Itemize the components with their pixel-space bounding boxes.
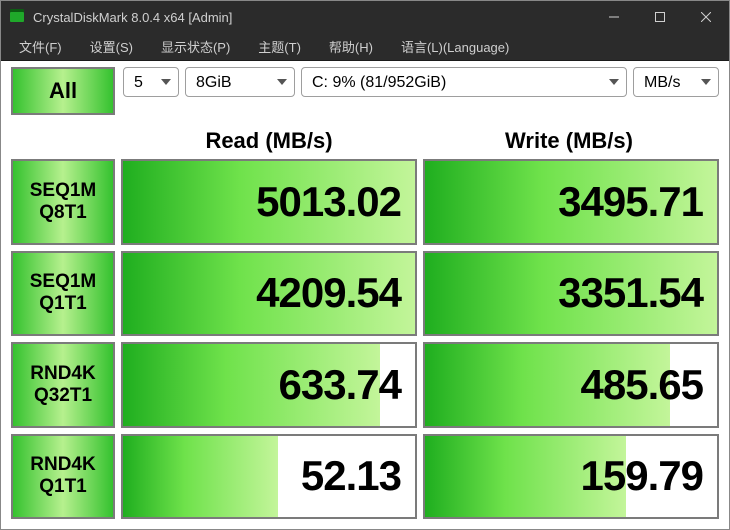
run-test-button-3[interactable]: RND4KQ1T1: [11, 434, 115, 520]
column-headers: Read (MB/s) Write (MB/s): [11, 123, 719, 159]
test-count-select[interactable]: 5: [123, 67, 179, 97]
read-value: 52.13: [301, 452, 401, 500]
read-value: 5013.02: [256, 178, 401, 226]
run-test-button-1[interactable]: SEQ1MQ1T1: [11, 251, 115, 337]
close-button[interactable]: [683, 1, 729, 33]
test-label-line2: Q8T1: [39, 202, 87, 224]
read-cell: 633.74: [121, 342, 417, 428]
test-label-line2: Q1T1: [39, 293, 87, 315]
minimize-button[interactable]: [591, 1, 637, 33]
result-row: RND4KQ1T1 52.13 159.79: [11, 434, 719, 520]
menu-help[interactable]: 帮助(H): [315, 33, 387, 60]
menu-settings[interactable]: 设置(S): [76, 33, 147, 60]
read-cell: 52.13: [121, 434, 417, 520]
write-cell: 485.65: [423, 342, 719, 428]
run-test-button-2[interactable]: RND4KQ32T1: [11, 342, 115, 428]
write-value: 159.79: [581, 452, 703, 500]
read-cell: 4209.54: [121, 251, 417, 337]
maximize-button[interactable]: [637, 1, 683, 33]
test-size-select[interactable]: 8GiB: [185, 67, 295, 97]
titlebar[interactable]: CrystalDiskMark 8.0.4 x64 [Admin]: [1, 1, 729, 33]
menu-display[interactable]: 显示状态(P): [147, 33, 244, 60]
content-area: All 5 8GiB C: 9% (81/952GiB) MB/s Read (…: [1, 61, 729, 529]
run-test-button-0[interactable]: SEQ1MQ8T1: [11, 159, 115, 245]
drive-select[interactable]: C: 9% (81/952GiB): [301, 67, 627, 97]
result-row: SEQ1MQ1T1 4209.54 3351.54: [11, 251, 719, 337]
write-cell: 3495.71: [423, 159, 719, 245]
write-cell: 3351.54: [423, 251, 719, 337]
write-value: 3495.71: [558, 178, 703, 226]
selects-group: 5 8GiB C: 9% (81/952GiB) MB/s: [123, 67, 719, 115]
results-grid: SEQ1MQ8T15013.023495.71SEQ1MQ1T14209.543…: [11, 159, 719, 519]
result-row: RND4KQ32T1 633.74 485.65: [11, 342, 719, 428]
app-icon: [9, 9, 25, 25]
read-value: 633.74: [279, 361, 401, 409]
test-label-line1: SEQ1M: [30, 271, 97, 293]
menu-file[interactable]: 文件(F): [5, 33, 76, 60]
test-label-line1: RND4K: [30, 363, 95, 385]
window-controls: [591, 1, 729, 33]
maximize-icon: [655, 12, 665, 22]
window-title: CrystalDiskMark 8.0.4 x64 [Admin]: [33, 10, 232, 25]
menu-theme[interactable]: 主题(T): [244, 33, 315, 60]
controls-row: All 5 8GiB C: 9% (81/952GiB) MB/s: [11, 67, 719, 115]
menubar: 文件(F) 设置(S) 显示状态(P) 主题(T) 帮助(H) 语言(L)(La…: [1, 33, 729, 61]
test-label-line1: RND4K: [30, 454, 95, 476]
read-cell: 5013.02: [121, 159, 417, 245]
unit-select[interactable]: MB/s: [633, 67, 719, 97]
write-cell: 159.79: [423, 434, 719, 520]
close-icon: [701, 12, 711, 22]
test-label-line1: SEQ1M: [30, 180, 97, 202]
read-value: 4209.54: [256, 269, 401, 317]
test-label-line2: Q32T1: [34, 385, 92, 407]
write-value: 485.65: [581, 361, 703, 409]
header-read: Read (MB/s): [119, 128, 419, 154]
performance-bar: [123, 436, 278, 518]
menu-language[interactable]: 语言(L)(Language): [387, 33, 523, 60]
app-window: CrystalDiskMark 8.0.4 x64 [Admin] 文件(F) …: [0, 0, 730, 530]
header-write: Write (MB/s): [419, 128, 719, 154]
result-row: SEQ1MQ8T1 5013.02 3495.71: [11, 159, 719, 245]
run-all-button[interactable]: All: [11, 67, 115, 115]
write-value: 3351.54: [558, 269, 703, 317]
test-label-line2: Q1T1: [39, 476, 87, 498]
minimize-icon: [609, 12, 619, 22]
